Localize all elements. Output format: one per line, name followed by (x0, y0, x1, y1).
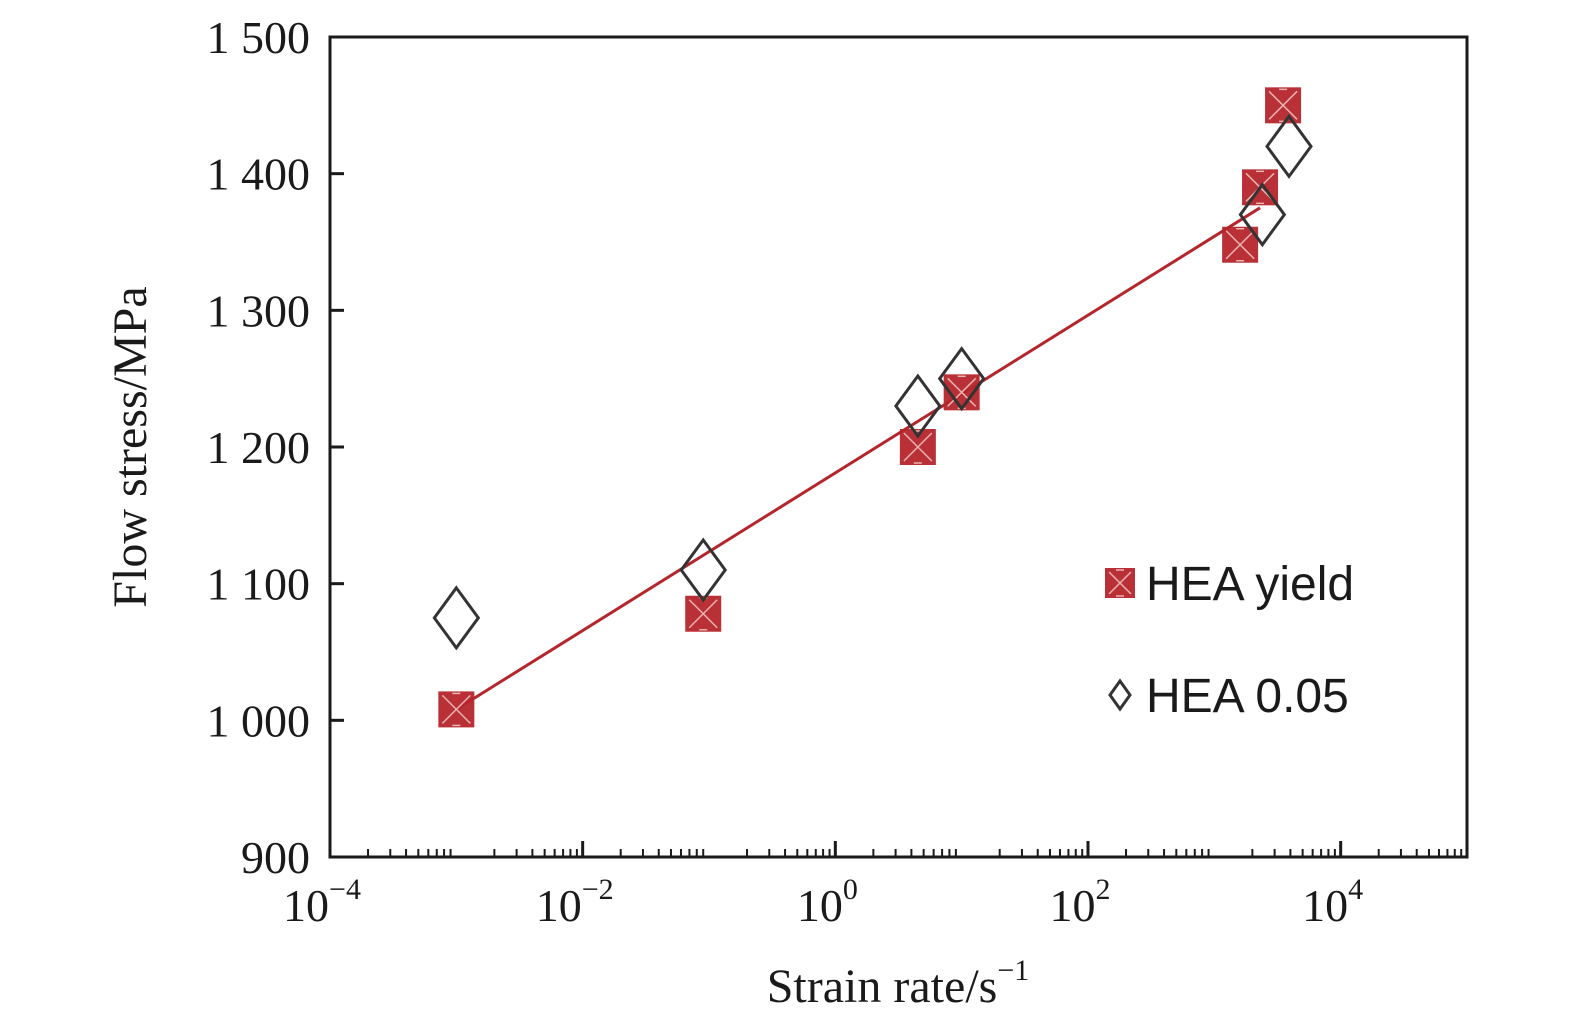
hea-005-point (432, 585, 481, 651)
x-axis-title: Strain rate/s−1 (767, 954, 1030, 1013)
y-tick-label: 1 400 (207, 149, 311, 200)
hea-yield-point (1265, 87, 1302, 124)
y-axis-ticks: 900 1 000 1 100 1 200 1 300 1 400 1 500 (207, 12, 344, 883)
x-axis-ticks: 10−4 10−2 100 102 104 (283, 841, 1363, 931)
legend-hea-005-label: HEA 0.05 (1146, 670, 1349, 723)
y-tick-label: 900 (241, 832, 310, 883)
hea-005-point (679, 537, 728, 603)
data-points-layer (432, 87, 1313, 728)
x-tick-label: 10−4 (283, 873, 361, 931)
hea-yield-point (438, 691, 475, 728)
x-tick-label: 104 (1302, 873, 1363, 931)
legend-hea-yield-marker (1105, 568, 1135, 598)
x-tick-label: 100 (797, 873, 858, 931)
hea-005-point (1265, 113, 1313, 179)
x-tick-label: 102 (1050, 873, 1111, 931)
hea-005-point (1238, 182, 1287, 248)
x-minor-ticks (367, 849, 1463, 857)
y-tick-label: 1 100 (207, 559, 311, 610)
legend-hea-yield-label: HEA yield (1146, 558, 1354, 611)
hea-005-point (893, 373, 942, 439)
y-tick-label: 1 200 (207, 422, 311, 473)
y-tick-label: 1 500 (207, 12, 311, 63)
legend: HEA yield HEA 0.05 (1105, 558, 1354, 723)
legend-hea-005-marker (1108, 678, 1132, 712)
y-tick-label: 1 300 (207, 285, 311, 336)
hea-005-point (937, 346, 986, 412)
y-tick-label: 1 000 (207, 695, 311, 746)
fit-line-layer (455, 206, 1261, 711)
x-tick-label: 10−2 (536, 873, 614, 931)
fit-line (455, 206, 1261, 711)
plot-frame (328, 35, 1469, 859)
y-axis-title: Flow stress/MPa (104, 286, 157, 607)
